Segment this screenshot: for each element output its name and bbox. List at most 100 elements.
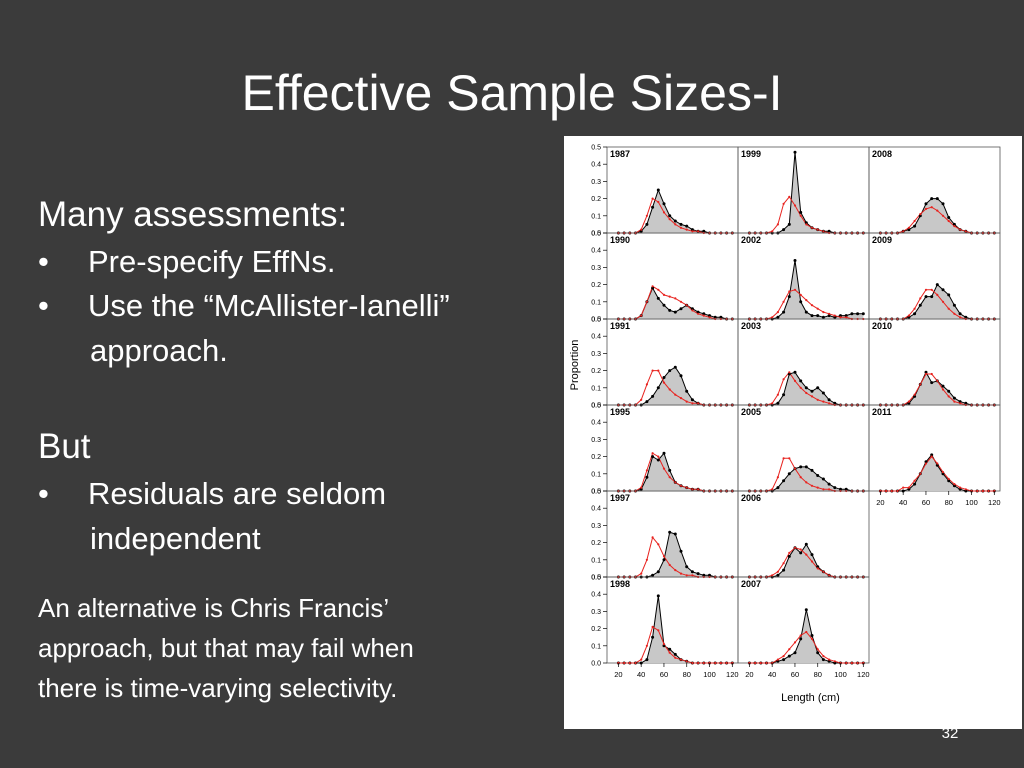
- predicted-point: [657, 200, 660, 204]
- predicted-point: [702, 314, 705, 317]
- predicted-point: [662, 643, 666, 646]
- observed-point: [799, 379, 803, 383]
- predicted-point: [930, 372, 933, 376]
- observed-point: [645, 222, 649, 226]
- observed-point: [799, 465, 803, 469]
- predicted-point: [833, 660, 836, 663]
- observed-point: [821, 477, 825, 481]
- y-tick-label: 0.2: [591, 454, 601, 461]
- observed-point: [952, 484, 956, 488]
- predicted-point: [771, 488, 774, 491]
- observed-point: [651, 573, 655, 577]
- predicted-point: [674, 223, 677, 226]
- predicted-point: [634, 661, 637, 665]
- predicted-point: [941, 471, 945, 474]
- observed-point: [668, 468, 672, 472]
- predicted-point: [776, 658, 779, 661]
- observed-point: [958, 312, 962, 316]
- predicted-point: [776, 476, 779, 479]
- panel-year-label: 1991: [610, 321, 630, 331]
- predicted-point: [805, 223, 808, 226]
- panel-year-label: 2003: [741, 321, 761, 331]
- panel-year-label: 2002: [741, 235, 761, 245]
- observed-point: [651, 286, 655, 290]
- y-tick-label: 0.4: [591, 248, 601, 255]
- observed-point: [935, 463, 939, 467]
- predicted-point: [822, 655, 825, 658]
- bullet-item: • Use the “McAllister-Ianelli”: [38, 284, 548, 328]
- observed-point: [662, 558, 666, 562]
- observed-point: [679, 549, 683, 553]
- predicted-point: [640, 314, 643, 317]
- predicted-point: [674, 481, 677, 484]
- panel-year-label: 2008: [872, 149, 892, 159]
- y-tick-label: 0.4: [591, 420, 601, 427]
- predicted-point: [685, 400, 688, 403]
- predicted-point: [919, 213, 922, 216]
- observed-point: [782, 658, 786, 662]
- observed-point: [804, 221, 808, 225]
- y-tick-label: 0.3: [591, 437, 601, 444]
- observed-point: [679, 307, 683, 311]
- predicted-point: [793, 641, 797, 644]
- panel-year-label: 1990: [610, 235, 630, 245]
- slide-title: Effective Sample Sizes-I: [241, 65, 783, 121]
- predicted-point: [640, 658, 643, 661]
- observed-point: [776, 486, 780, 490]
- predicted-point: [850, 661, 853, 665]
- observed-point: [719, 315, 723, 319]
- predicted-point: [691, 309, 694, 312]
- predicted-point: [771, 230, 774, 233]
- predicted-point: [816, 567, 819, 570]
- observed-point: [702, 312, 706, 316]
- predicted-point: [657, 455, 660, 458]
- x-tick-label: 100: [965, 498, 978, 507]
- observed-point: [651, 394, 655, 398]
- predicted-point: [691, 230, 694, 233]
- x-tick-label: 100: [703, 670, 716, 679]
- predicted-point: [697, 312, 700, 315]
- observed-point: [776, 401, 780, 405]
- predicted-point: [793, 379, 797, 382]
- predicted-point: [765, 661, 768, 665]
- x-tick-label: 40: [768, 670, 776, 679]
- observed-point: [816, 314, 820, 318]
- predicted-point: [953, 483, 956, 486]
- observed-point: [673, 365, 677, 369]
- observed-point: [696, 310, 700, 314]
- predicted-point: [771, 402, 774, 405]
- observed-point: [782, 228, 786, 232]
- predicted-point: [822, 570, 825, 573]
- observed-point: [651, 205, 655, 209]
- predicted-point: [776, 570, 779, 573]
- predicted-point: [645, 558, 648, 561]
- bullet-text: Residuals are seldom: [88, 476, 387, 511]
- x-tick-label: 80: [814, 670, 822, 679]
- predicted-point: [674, 569, 677, 572]
- observed-point: [639, 229, 643, 233]
- observed-point: [673, 652, 677, 656]
- predicted-point: [822, 311, 825, 314]
- observed-point: [804, 386, 808, 390]
- predicted-point: [959, 228, 962, 231]
- panel-year-label: 2009: [872, 235, 892, 245]
- observed-point: [713, 315, 717, 319]
- observed-point: [679, 222, 683, 226]
- predicted-point: [924, 372, 928, 376]
- observed-point: [816, 565, 820, 569]
- predicted-point: [930, 206, 933, 209]
- predicted-point: [799, 634, 802, 637]
- predicted-point: [924, 462, 928, 465]
- observed-point: [799, 637, 803, 641]
- observed-point: [673, 219, 677, 223]
- observed-point: [833, 661, 837, 665]
- predicted-point: [845, 661, 848, 665]
- predicted-point: [805, 299, 808, 302]
- predicted-point: [651, 285, 654, 288]
- observed-area: [618, 288, 733, 319]
- predicted-point: [719, 661, 722, 665]
- predicted-point: [657, 543, 660, 546]
- predicted-point: [936, 209, 939, 212]
- y-tick-label: 0.2: [591, 196, 601, 203]
- page-number: 32: [941, 725, 959, 742]
